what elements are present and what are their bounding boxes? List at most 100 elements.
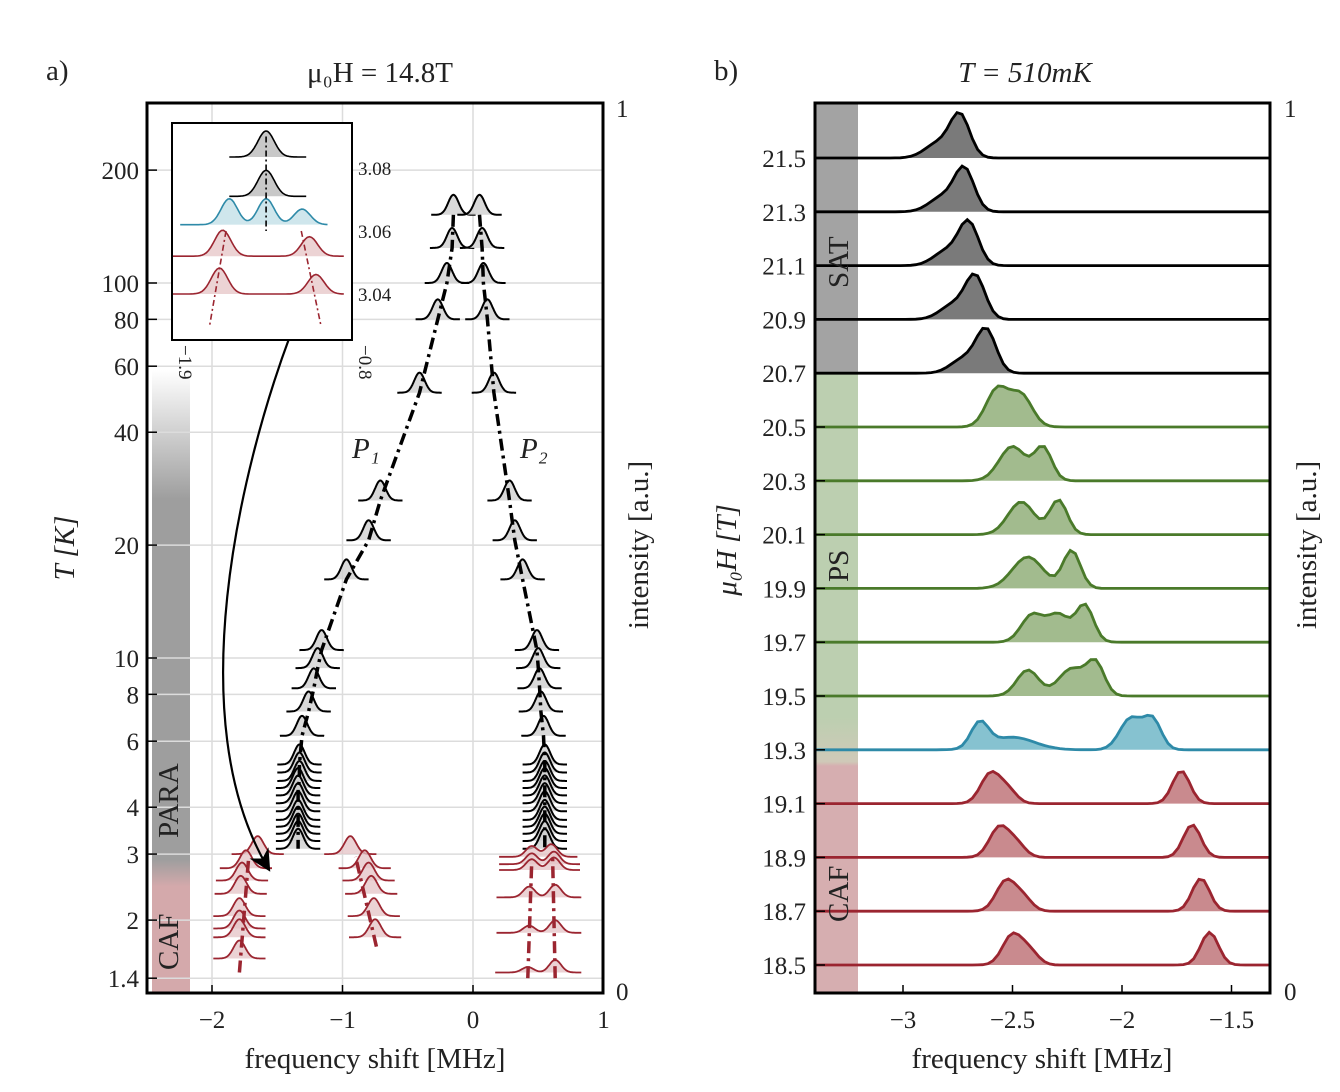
phase-band-b xyxy=(815,103,858,993)
field-spectrum-line xyxy=(815,548,1271,590)
fit-line-p2 xyxy=(477,214,547,849)
para-spectrum-fill xyxy=(358,480,403,501)
field-spectrum-line xyxy=(815,930,1271,967)
inset-background xyxy=(172,123,352,340)
y-tick-label: 1.4 xyxy=(108,966,140,993)
caf-spectrum-line xyxy=(495,958,582,974)
caf-spectrum-fill xyxy=(213,919,266,938)
y-axis-label-b: μ₀H [T] xyxy=(711,504,743,597)
para-spectrum-fill xyxy=(521,715,566,736)
para-spectrum-line xyxy=(275,812,321,835)
x-axis-label-a: frequency shift [MHz] xyxy=(245,1043,506,1075)
para-spectrum-fill xyxy=(275,828,321,849)
para-spectrum-fill xyxy=(346,520,391,541)
y-tick-label: 80 xyxy=(114,307,139,334)
caf-spectrum-line xyxy=(231,835,284,855)
annotation-p1: P₁ xyxy=(351,433,380,465)
field-spectrum-line xyxy=(815,217,1271,267)
y-tick-label: 19.1 xyxy=(762,792,806,819)
x-tick-label: −2.5 xyxy=(990,1007,1035,1034)
para-spectrum-line xyxy=(295,647,340,670)
caf-spectrum-line xyxy=(499,850,580,866)
x-tick-label: −2 xyxy=(199,1007,226,1034)
inset-spectrum-line xyxy=(172,229,344,257)
para-spectrum-line xyxy=(299,629,344,652)
inset-spectrum-fill xyxy=(172,268,344,294)
y-tick-label: 20.9 xyxy=(762,307,806,334)
para-spectrum-fill xyxy=(459,228,505,248)
panel-a: a) μ₀H = 14.8T −2 −1 0 11.42346810204060801… xyxy=(46,55,655,1075)
caf-spectrum-line xyxy=(499,856,580,871)
caf-fit-line xyxy=(526,862,534,979)
para-spectrum-line xyxy=(358,479,403,502)
para-spectrum-line xyxy=(465,298,510,321)
para-spectrum-line xyxy=(286,690,331,713)
x-tick-label: −1 xyxy=(329,1007,356,1034)
y-tick-label: 20.3 xyxy=(762,469,806,496)
field-spectrum-fill xyxy=(859,274,1271,320)
caf-spectrum-fill xyxy=(213,940,266,959)
y-tick-label: 19.5 xyxy=(762,684,806,711)
caf-fit-line xyxy=(237,859,251,973)
inset-y-tick-label: 3.06 xyxy=(358,222,391,243)
y-tick-label: 20.7 xyxy=(762,361,806,388)
x-tick-label: −2 xyxy=(1109,1007,1136,1034)
caf-spectrum-line xyxy=(213,918,266,939)
field-spectrum-line xyxy=(815,164,1271,214)
y-tick-label: 20.1 xyxy=(762,523,806,550)
inset-y-tick-label: 3.08 xyxy=(358,159,391,180)
y-tick-label: 20 xyxy=(114,533,139,560)
x-tick-label: −3 xyxy=(890,1007,917,1034)
para-spectrum-line xyxy=(277,743,322,766)
y-tick-label: 8 xyxy=(127,682,140,709)
y-tick-label: 4 xyxy=(127,795,140,822)
annotation-p2: P₂ xyxy=(519,433,548,465)
caf-spectrum-fill xyxy=(324,836,377,855)
phase-label-caf-b: CAF xyxy=(823,866,855,922)
caf-spectrum-fill xyxy=(231,836,284,855)
para-spectrum-line xyxy=(492,519,537,542)
caf-spectrum-fill xyxy=(349,919,402,938)
field-spectrum-line xyxy=(815,877,1271,913)
x-tick-label: −1.5 xyxy=(1209,1007,1254,1034)
caf-spectrum-fill xyxy=(496,884,582,898)
inset-spectrum-fill xyxy=(180,198,328,225)
inset-x-tick-label: −1.9 xyxy=(174,345,195,379)
para-spectrum-line xyxy=(522,805,567,828)
para-spectrum-fill xyxy=(514,630,560,651)
para-spectrum-line xyxy=(516,647,561,670)
caf-spectrum-line xyxy=(496,883,582,899)
field-spectrum-fill xyxy=(859,446,1271,481)
field-spectrum-fill xyxy=(859,771,1271,804)
caf-spectrum-line xyxy=(213,897,266,917)
y-tick-label: 19.7 xyxy=(762,630,806,657)
caf-spectrum-line xyxy=(496,919,582,934)
ticks-a: −2 −1 0 1 1.4 2 3 4 6 8 10 20 40 60 80 100 200 xyxy=(102,158,610,1034)
field-spectrum-fill xyxy=(859,659,1271,696)
caf-spectrum-line xyxy=(347,897,400,917)
para-spectrum-fill xyxy=(397,372,442,393)
para-spectrum-line xyxy=(346,519,391,542)
right-tick-0-a: 0 xyxy=(616,979,629,1006)
y-tick-label: 2 xyxy=(127,908,140,935)
para-spectrum-line xyxy=(514,629,560,652)
field-spectrum-line xyxy=(815,326,1271,375)
phase-label-para: PARA xyxy=(153,763,185,838)
phase-label-ps: PS xyxy=(823,550,855,582)
caf-spectrum-fill xyxy=(495,959,582,973)
field-spectrum-line xyxy=(815,713,1271,752)
inset-spectrum-line xyxy=(180,197,328,226)
caf-spectrum-line xyxy=(499,843,578,858)
para-spectrum-fill xyxy=(518,691,563,712)
panel-a-label: a) xyxy=(46,55,69,87)
caf-spectrum-fill xyxy=(215,862,269,881)
panel-b: b) T = 510mK −3 −2.5 −2 −1.5 18.5 18.7 18.9 19.… xyxy=(711,55,1323,1075)
inset: 3.04 3.06 3.08 −1.9 −0.8 xyxy=(171,122,392,379)
inset-spectrum-fill xyxy=(229,170,307,197)
para-spectrum-line xyxy=(522,798,567,821)
field-spectrum-line xyxy=(815,658,1271,698)
x-tick-label: 1 xyxy=(597,1007,610,1034)
plot-frame-a xyxy=(145,101,605,995)
y-tick-label: 20.5 xyxy=(762,415,806,442)
caf-spectrum-line xyxy=(338,849,391,870)
